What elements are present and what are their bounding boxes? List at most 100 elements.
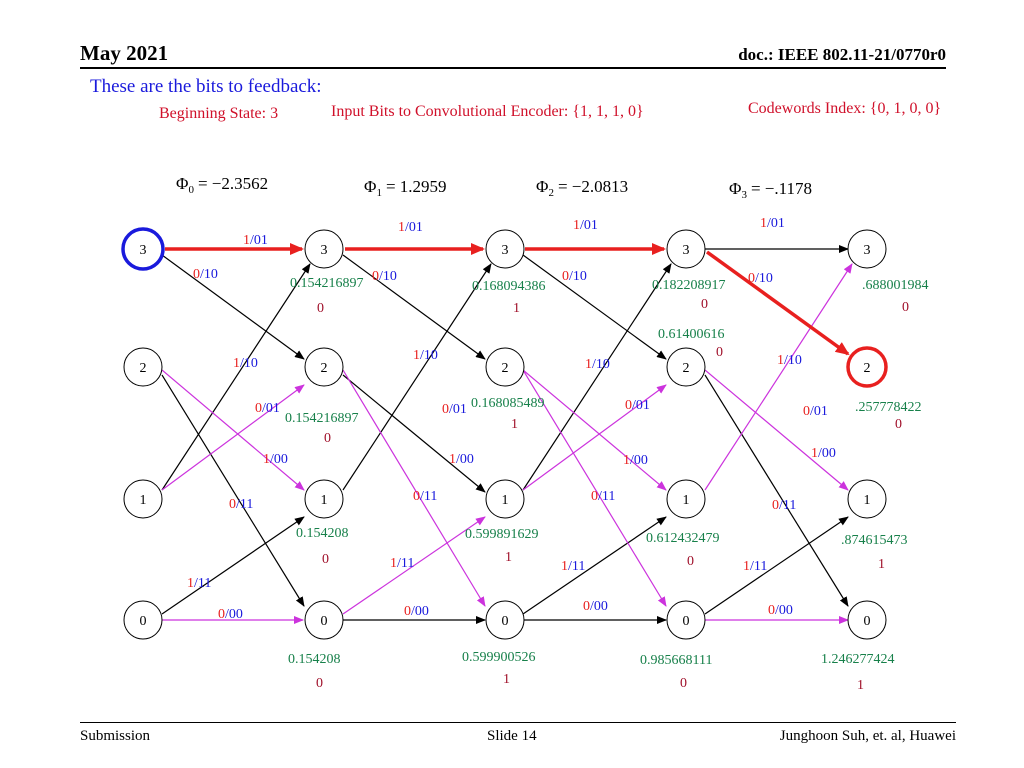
input-bits-label: Input Bits to Convolutional Encoder: {1,… bbox=[331, 103, 644, 120]
branch-label-0-01: 0/01 bbox=[255, 401, 280, 416]
branch-label-1-11: 1/11 bbox=[187, 576, 211, 591]
branch-label-0-00: 0/00 bbox=[768, 603, 793, 618]
branch-c2-0-to-1 bbox=[522, 516, 667, 615]
decision-c3-s1: 0 bbox=[687, 554, 694, 569]
branch-label-1-00: 1/00 bbox=[449, 452, 474, 467]
decision-c2-s0: 1 bbox=[503, 672, 510, 687]
metric-c1-s0: 0.154208 bbox=[288, 652, 341, 667]
branch-c1-1-to-3 bbox=[342, 263, 492, 491]
node-c4-s0 bbox=[847, 600, 887, 640]
branch-label-1-00: 1/00 bbox=[263, 452, 288, 467]
metric-c4-s2: .257778422 bbox=[855, 400, 922, 415]
branch-c1-3-to-2 bbox=[342, 254, 486, 360]
decision-c2-s3: 1 bbox=[513, 301, 520, 316]
node-c4-s2-final bbox=[846, 346, 888, 388]
node-c3-s2-label: 2 bbox=[683, 361, 690, 376]
slide-title: These are the bits to feedback: bbox=[90, 76, 322, 97]
branch-label-1-01: 1/01 bbox=[760, 216, 785, 231]
header-doc-id: doc.: IEEE 802.11-21/0770r0 bbox=[738, 45, 946, 64]
branch-label-0-01: 0/01 bbox=[625, 398, 650, 413]
metric-c2-s2: 0.168085489 bbox=[471, 396, 545, 411]
metric-c2-s0: 0.599900526 bbox=[462, 650, 536, 665]
node-c3-s1-label: 1 bbox=[683, 493, 690, 508]
decision-c3-s3: 0 bbox=[701, 297, 708, 312]
node-c4-s1-label: 1 bbox=[864, 493, 871, 508]
metric-c3-s2: 0.61400616 bbox=[658, 327, 725, 342]
branch-label-1-01: 1/01 bbox=[573, 218, 598, 233]
branch-c2-1-to-2 bbox=[522, 384, 667, 491]
branch-label-0-00: 0/00 bbox=[583, 599, 608, 614]
branch-label-0-00: 0/00 bbox=[404, 604, 429, 619]
branch-label-1-10: 1/10 bbox=[233, 356, 258, 371]
node-c2-s1-label: 1 bbox=[502, 493, 509, 508]
node-c2-s2-label: 2 bbox=[502, 361, 509, 376]
footer-author: Junghoon Suh, et. al, Huawei bbox=[779, 728, 956, 744]
branch-c1-2-to-0 bbox=[342, 369, 486, 607]
node-c2-s2 bbox=[485, 347, 525, 387]
branch-c2-1-to-3 bbox=[522, 263, 672, 491]
metric-c1-s2: 0.154216897 bbox=[285, 411, 359, 426]
node-c1-s2-label: 2 bbox=[321, 361, 328, 376]
node-c0-s2-label: 2 bbox=[140, 361, 147, 376]
branch-label-1-00: 1/00 bbox=[811, 446, 836, 461]
branch-label-1-11: 1/11 bbox=[743, 559, 767, 574]
branch-c0-1-to-2 bbox=[161, 384, 305, 491]
branch-c0-2-to-1 bbox=[161, 369, 305, 491]
phi-3: Φ3 = −.1178 bbox=[729, 179, 812, 201]
branch-label-1-01: 1/01 bbox=[243, 233, 268, 248]
branch-label-0-10: 0/10 bbox=[748, 271, 773, 286]
metric-c4-s1: .874615473 bbox=[841, 533, 908, 548]
branch-label-0-11: 0/11 bbox=[591, 489, 615, 504]
branch-c2-2-to-0 bbox=[522, 369, 667, 607]
metric-c2-s3: 0.168094386 bbox=[472, 279, 546, 294]
decision-c3-s0: 0 bbox=[680, 676, 687, 691]
branch-label-1-10: 1/10 bbox=[413, 348, 438, 363]
decision-c4-s0: 1 bbox=[857, 678, 864, 693]
branch-label-1-11: 1/11 bbox=[390, 556, 414, 571]
decision-c1-s1: 0 bbox=[322, 552, 329, 567]
node-c0-s0 bbox=[123, 600, 163, 640]
branch-label-0-01: 0/01 bbox=[803, 404, 828, 419]
phi-0: Φ0 = −2.3562 bbox=[176, 174, 268, 196]
node-c2-s1 bbox=[485, 479, 525, 519]
node-c0-s2 bbox=[123, 347, 163, 387]
branch-c0-1-to-3 bbox=[161, 263, 311, 491]
decision-c2-s1: 1 bbox=[505, 550, 512, 565]
branch-c1-0-to-1 bbox=[342, 516, 486, 615]
node-c3-s3-label: 3 bbox=[683, 243, 690, 258]
node-c1-s3-label: 3 bbox=[321, 243, 328, 258]
node-c1-s0-label: 0 bbox=[321, 614, 328, 629]
node-c1-s1 bbox=[304, 479, 344, 519]
node-c1-s2 bbox=[304, 347, 344, 387]
branch-c2-2-to-1 bbox=[522, 369, 667, 491]
metric-c2-s1: 0.599891629 bbox=[465, 527, 539, 542]
node-c1-s1-label: 1 bbox=[321, 493, 328, 508]
phi-1: Φ1 = 1.2959 bbox=[364, 177, 447, 199]
header-date: May 2021 bbox=[80, 41, 169, 65]
branch-c3-0-to-1 bbox=[704, 516, 849, 615]
branch-label-1-10: 1/10 bbox=[777, 353, 802, 368]
branch-label-1-00: 1/00 bbox=[623, 453, 648, 468]
node-c1-s3 bbox=[304, 229, 344, 269]
branch-label-0-11: 0/11 bbox=[229, 497, 253, 512]
branch-c0-3-to-2 bbox=[161, 254, 305, 360]
branch-c3-2-to-0 bbox=[704, 374, 849, 607]
branch-c0-2-to-0 bbox=[161, 374, 305, 607]
decision-c1-s2: 0 bbox=[324, 431, 331, 446]
node-c1-s0 bbox=[304, 600, 344, 640]
header-divider bbox=[80, 67, 946, 69]
phi-2: Φ2 = −2.0813 bbox=[536, 177, 628, 199]
branch-label-0-10: 0/10 bbox=[372, 269, 397, 284]
node-c0-s1 bbox=[123, 479, 163, 519]
branch-label-0-10: 0/10 bbox=[562, 269, 587, 284]
decision-c2-s2: 1 bbox=[511, 417, 518, 432]
decision-c4-s2: 0 bbox=[895, 417, 902, 432]
metric-c1-s3: 0.154216897 bbox=[290, 276, 364, 291]
node-c0-s3 bbox=[121, 227, 165, 271]
metric-c3-s3: 0.182208917 bbox=[652, 278, 726, 293]
metric-c4-s3: .688001984 bbox=[862, 278, 929, 293]
metric-c3-s1: 0.612432479 bbox=[646, 531, 720, 546]
node-c3-s0 bbox=[666, 600, 706, 640]
node-c2-s3-label: 3 bbox=[502, 243, 509, 258]
